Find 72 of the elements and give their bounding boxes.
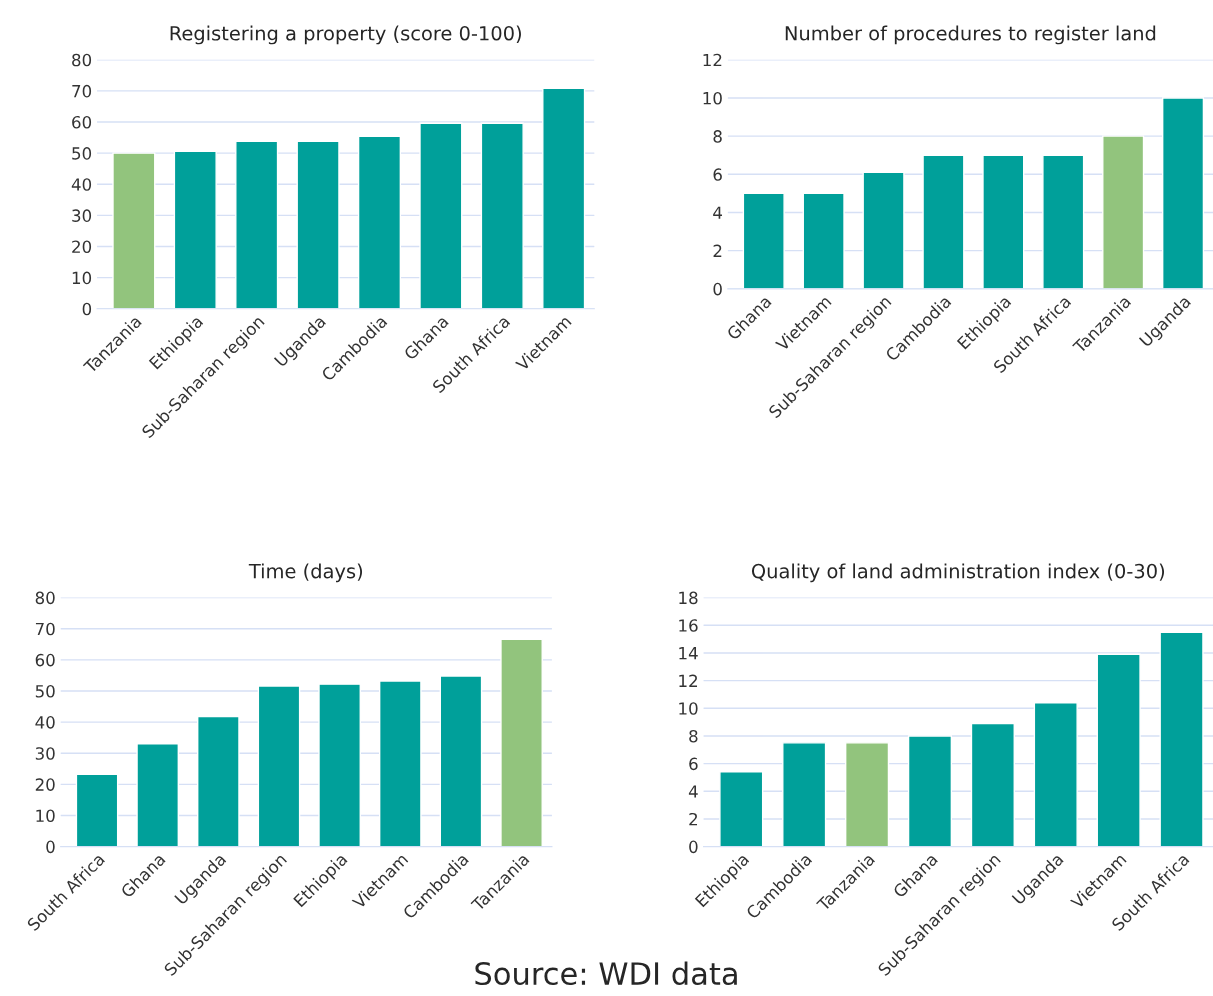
bar (862, 171, 905, 289)
bar (719, 771, 764, 847)
bar (802, 192, 845, 289)
y-tick-label: 70 (35, 622, 55, 636)
bar (1102, 135, 1145, 289)
y-tick-label: 20 (72, 240, 92, 254)
y-tick-label: 20 (35, 778, 55, 791)
y-tick-label: 10 (679, 702, 698, 715)
y-tick-label: 10 (703, 91, 722, 105)
bar (439, 675, 483, 847)
chart-title: Quality of land administration index (0-30) (751, 563, 1165, 583)
y-tick-label: 30 (72, 209, 92, 222)
bar (173, 150, 217, 309)
bar (197, 715, 240, 847)
bar (112, 152, 156, 309)
bar (742, 192, 785, 289)
bar (1159, 631, 1204, 847)
bar (922, 154, 965, 289)
y-tick-label: 6 (689, 757, 698, 771)
y-tick-label: 0 (713, 282, 722, 296)
bar (782, 742, 827, 847)
y-tick-label: 80 (72, 53, 92, 67)
y-tick-label: 70 (72, 84, 92, 98)
y-tick-label: 60 (35, 653, 55, 667)
chart-title: Number of procedures to register land (785, 25, 1156, 45)
y-tick-label: 12 (679, 674, 698, 687)
y-tick-label: 8 (689, 729, 698, 743)
bar (970, 722, 1015, 847)
bar (1042, 154, 1085, 289)
chart-title: Registering a property (score 0-100) (170, 25, 521, 45)
y-tick-label: 18 (679, 591, 698, 605)
y-tick-label: 30 (35, 747, 55, 760)
bar (136, 743, 180, 847)
source-note: Source: WDI data (475, 961, 737, 986)
bar (296, 140, 340, 309)
y-tick-label: 16 (679, 619, 698, 632)
y-tick-label: 0 (689, 840, 698, 854)
y-tick-label: 50 (35, 684, 55, 698)
chart-title: Time (days) (248, 563, 363, 583)
y-tick-label: 2 (713, 244, 722, 257)
y-tick-label: 4 (688, 785, 698, 798)
y-tick-label: 14 (679, 647, 698, 660)
y-tick-label: 40 (71, 178, 92, 191)
bar (982, 154, 1025, 289)
bar (357, 135, 402, 309)
bar (844, 742, 890, 847)
bar (480, 122, 524, 309)
y-tick-label: 10 (72, 271, 92, 285)
bar (419, 122, 463, 309)
bar (1033, 702, 1078, 847)
y-tick-label: 6 (713, 168, 722, 181)
bar (542, 87, 586, 309)
y-tick-label: 10 (36, 809, 55, 823)
bar (907, 735, 953, 847)
y-tick-label: 4 (713, 206, 722, 219)
y-tick-label: 2 (689, 812, 698, 826)
bar (378, 680, 422, 847)
bar (1096, 653, 1141, 847)
bar (235, 140, 279, 309)
y-tick-label: 0 (46, 840, 55, 854)
bar (1161, 97, 1205, 289)
y-tick-label: 60 (72, 115, 92, 129)
bar (318, 683, 361, 847)
y-tick-label: 0 (82, 302, 92, 316)
bar (257, 685, 301, 847)
y-tick-label: 40 (35, 716, 55, 729)
y-tick-label: 8 (713, 130, 722, 143)
bar (500, 638, 543, 847)
y-tick-label: 80 (35, 591, 55, 605)
y-tick-label: 12 (703, 53, 722, 67)
y-tick-label: 50 (72, 147, 92, 160)
bar (75, 773, 119, 847)
